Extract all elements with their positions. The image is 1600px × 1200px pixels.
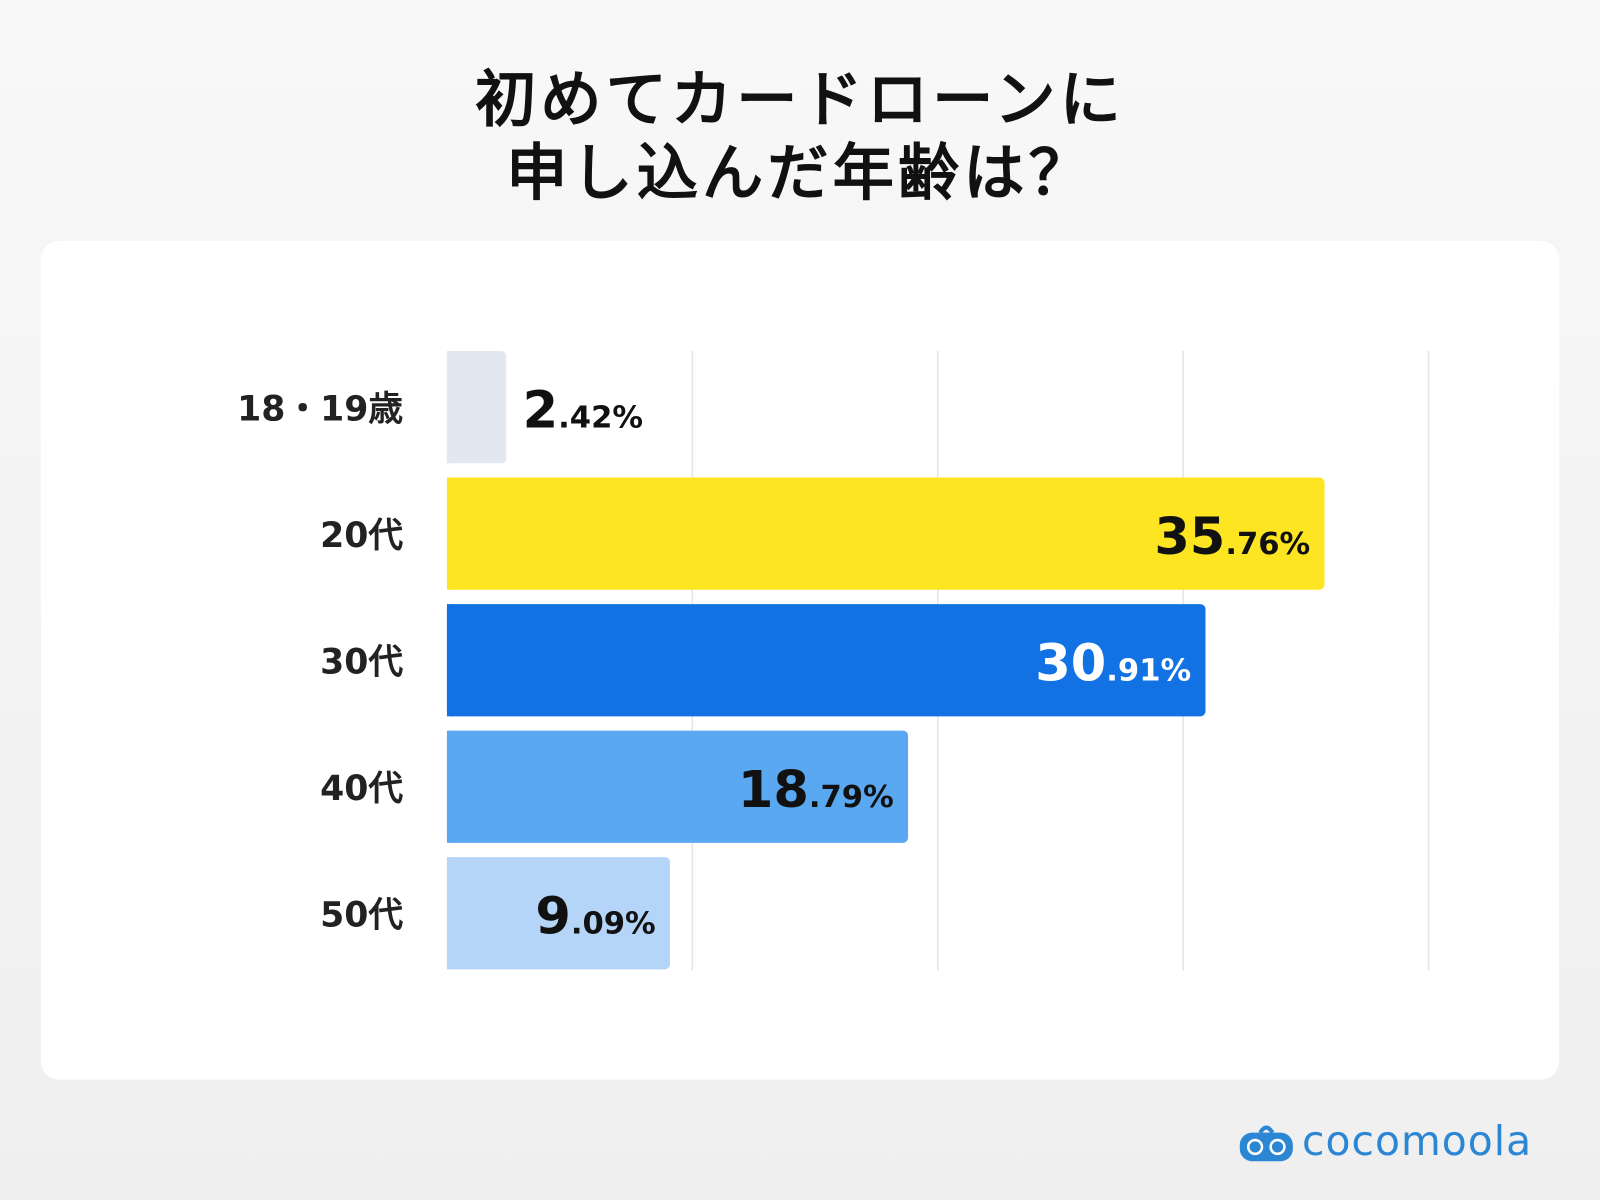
category-label: 18・19歳 (237, 389, 403, 429)
brand-name: cocomoola (1302, 1118, 1533, 1166)
bar-left-edge (446, 351, 454, 464)
category-label: 30代 (320, 642, 403, 682)
category-label: 50代 (320, 896, 403, 936)
data-label: 18.79% (738, 761, 894, 820)
bar-left-edge (446, 477, 454, 590)
bar (446, 857, 671, 970)
data-label: 9.09% (535, 888, 655, 947)
bar (446, 477, 1325, 590)
bar (446, 351, 507, 464)
data-label: 2.42% (523, 382, 643, 441)
bar-left-edge (446, 730, 454, 843)
bar-left-edge (446, 604, 454, 717)
bar (446, 730, 909, 843)
bar-left-edge (446, 857, 454, 970)
chart-title-line-2: 申し込んだ年齢は？ (506, 137, 1094, 210)
brand-logo: cocomoola (1239, 1118, 1532, 1165)
bar (446, 604, 1206, 717)
category-label: 40代 (320, 769, 403, 809)
chart-title-line-1: 初めてカードローンに (474, 64, 1125, 136)
data-label: 30.91% (1035, 635, 1191, 694)
category-label: 20代 (320, 516, 403, 556)
robot-logo-icon (1239, 1125, 1293, 1162)
data-label: 35.76% (1154, 508, 1310, 567)
